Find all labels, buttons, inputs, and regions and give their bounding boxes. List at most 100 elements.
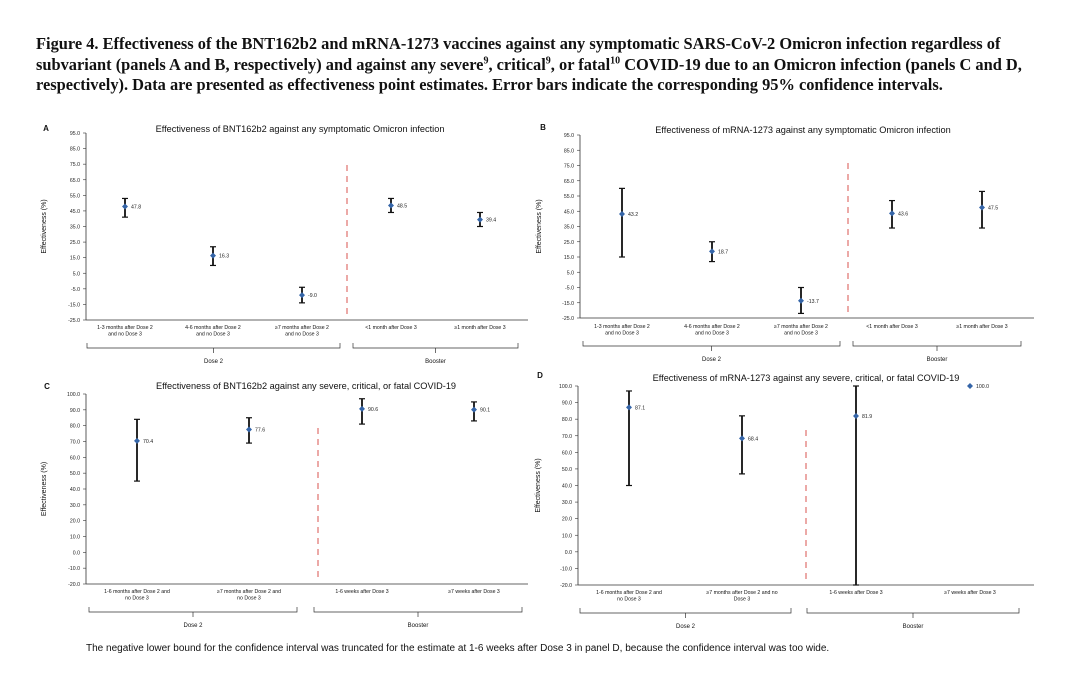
y-tick-label: 80.0 [562, 417, 572, 423]
y-tick-label: 55.0 [70, 193, 80, 199]
group-label: Dose 2 [183, 623, 203, 629]
y-tick-label: 50.0 [70, 471, 80, 477]
x-category-label: 1-6 months after Dose 2 and no Dose 3 [104, 589, 170, 602]
data-label: 90.1 [480, 408, 490, 414]
y-tick-label: -5.0 [71, 287, 80, 293]
y-tick-label: 45.0 [70, 209, 80, 215]
data-label: 77.6 [255, 427, 265, 433]
y-tick-label: 0.0 [73, 550, 80, 556]
data-label: -13.7 [807, 299, 819, 305]
figure-title: Figure 4. Effectiveness of the BNT162b2 … [36, 34, 1046, 96]
data-label: 47.5 [988, 205, 998, 211]
y-tick-label: 25.0 [564, 240, 574, 246]
y-axis-label: Effectiveness (%) [536, 199, 543, 253]
data-label: 90.6 [368, 407, 378, 413]
data-label: 87.1 [635, 405, 645, 411]
group-bracket [86, 343, 341, 353]
data-label: 16.3 [219, 254, 229, 260]
y-tick-label: 25.0 [70, 240, 80, 246]
x-category-label: ≥1 month after Dose 3 [454, 325, 505, 331]
y-tick-label: 60.0 [562, 450, 572, 456]
group-label: Booster [408, 623, 429, 629]
y-tick-label: 40.0 [70, 487, 80, 493]
y-tick-label: 70.0 [562, 434, 572, 440]
x-category-label: ≥7 months after Dose 2 and no Dose 3 [275, 325, 329, 338]
data-label: 18.7 [718, 249, 728, 255]
y-tick-label: 100.0 [559, 384, 572, 390]
group-bracket [579, 608, 792, 618]
data-label: -9.0 [308, 293, 317, 299]
data-point [709, 248, 715, 255]
group-bracket [582, 341, 841, 351]
chart-title: Effectiveness of mRNA-1273 against any s… [655, 125, 951, 135]
y-tick-label: 90.0 [70, 408, 80, 414]
data-label: 81.9 [862, 414, 872, 420]
figure-title-part1: Figure 4. Effectiveness of the BNT162b2 … [36, 34, 1001, 74]
figure-title-sup3: 10 [610, 55, 621, 67]
y-tick-label: 45.0 [564, 209, 574, 215]
data-point [739, 435, 745, 442]
x-category-label: 1-6 weeks after Dose 3 [829, 590, 882, 596]
y-tick-label: 5.0 [567, 270, 574, 276]
data-point [246, 426, 252, 433]
y-axis-label: Effectiveness (%) [535, 458, 542, 512]
y-tick-label: 95.0 [70, 131, 80, 137]
panel-letter: C [44, 382, 50, 391]
y-tick-label: -15.0 [562, 301, 574, 307]
data-point [626, 404, 632, 411]
group-bracket [852, 341, 1022, 351]
y-tick-label: 0.0 [565, 550, 572, 556]
y-tick-label: 15.0 [564, 255, 574, 261]
x-category-label: ≥7 months after Dose 2 and no Dose 3 [706, 590, 777, 603]
data-label: 68.4 [748, 436, 758, 442]
y-tick-label: 55.0 [564, 194, 574, 200]
y-tick-label: 90.0 [562, 401, 572, 407]
data-point [477, 216, 483, 223]
y-tick-label: 80.0 [70, 424, 80, 430]
y-tick-label: 35.0 [70, 225, 80, 231]
y-tick-label: 75.0 [564, 164, 574, 170]
data-point [979, 204, 985, 211]
figure-title-sup2: 9 [545, 55, 551, 67]
group-bracket [313, 607, 523, 617]
y-tick-label: 10.0 [562, 533, 572, 539]
data-point [471, 406, 477, 413]
y-tick-label: 15.0 [70, 256, 80, 262]
data-point [798, 297, 804, 304]
x-category-label: 4-6 months after Dose 2 and no Dose 3 [185, 325, 241, 338]
y-axis-label: Effectiveness (%) [41, 462, 48, 516]
y-tick-label: 100.0 [67, 392, 80, 398]
y-tick-label: -20.0 [560, 583, 572, 589]
y-tick-label: 65.0 [564, 179, 574, 185]
data-label: 43.6 [898, 211, 908, 217]
x-category-label: 4-6 months after Dose 2 and no Dose 3 [684, 324, 740, 337]
x-category-label: 1-6 weeks after Dose 3 [335, 589, 388, 595]
panel-letter: B [540, 123, 546, 132]
x-category-label: <1 month after Dose 3 [365, 325, 417, 331]
y-tick-label: 5.0 [73, 271, 80, 277]
group-bracket [352, 343, 519, 353]
y-tick-label: 75.0 [70, 162, 80, 168]
group-label: Booster [927, 357, 948, 363]
data-label: 70.4 [143, 439, 153, 445]
y-tick-label: 40.0 [562, 484, 572, 490]
chart-title: Effectiveness of BNT162b2 against any se… [156, 381, 456, 391]
y-tick-label: 20.0 [562, 517, 572, 523]
group-label: Dose 2 [702, 357, 722, 363]
group-label: Dose 2 [676, 624, 696, 630]
x-category-label: 1-3 months after Dose 2 and no Dose 3 [97, 325, 153, 338]
x-category-label: ≥7 months after Dose 2 and no Dose 3 [217, 589, 281, 602]
group-bracket [88, 607, 298, 617]
data-point [388, 202, 394, 209]
figure-title-part2: , critical [488, 54, 546, 74]
group-label: Dose 2 [204, 359, 224, 365]
x-category-label: ≥1 month after Dose 3 [956, 324, 1007, 330]
group-bracket [806, 608, 1020, 618]
data-label: 100.0 [976, 384, 989, 390]
chart-title: Effectiveness of BNT162b2 against any sy… [156, 124, 445, 134]
data-label: 47.8 [131, 205, 141, 211]
chart-title: Effectiveness of mRNA-1273 against any s… [653, 373, 960, 383]
data-label: 39.4 [486, 218, 496, 224]
data-label: 48.5 [397, 203, 407, 209]
